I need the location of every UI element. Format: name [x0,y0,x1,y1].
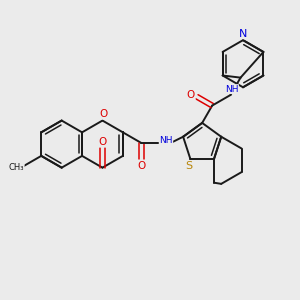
Text: O: O [98,137,106,147]
Text: O: O [137,161,146,171]
Text: NH: NH [159,136,173,145]
Text: S: S [185,160,193,171]
Text: O: O [187,90,195,100]
Text: O: O [99,109,107,119]
Text: NH: NH [225,85,238,94]
Text: CH₃: CH₃ [9,163,24,172]
Text: N: N [239,29,247,39]
